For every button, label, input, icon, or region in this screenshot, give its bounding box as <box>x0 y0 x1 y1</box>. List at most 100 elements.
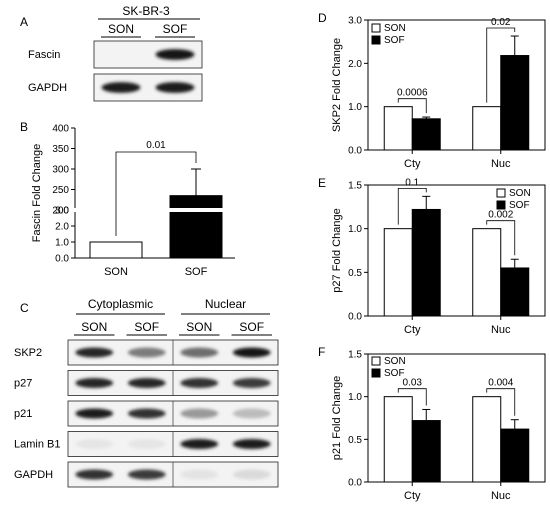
y-tick-label: 1.5 <box>348 350 362 361</box>
blot-p21-band <box>232 408 271 419</box>
legend-swatch <box>371 356 381 366</box>
y-tick-label: 2.0 <box>348 59 362 70</box>
legend-label: SOF <box>384 35 405 46</box>
blot-lamin-b1-band <box>232 439 271 449</box>
p-value-label: 0.01 <box>146 140 166 151</box>
blot-gapdh-band <box>101 82 141 93</box>
y-tick-label: 1.0 <box>348 392 362 403</box>
y-axis-label: p27 Fold Change <box>331 208 343 292</box>
y-tick-label: 250 <box>52 185 69 196</box>
panel-label: A <box>20 15 28 29</box>
legend-swatch <box>496 188 506 198</box>
y-axis-label: Fascin Fold Change <box>31 144 43 242</box>
p-value-label: 0.02 <box>491 17 511 28</box>
lane-label: SON <box>81 320 107 334</box>
y-axis-label: p21 Fold Change <box>331 376 343 460</box>
blot-p21-band <box>75 408 114 419</box>
bar-son-cty <box>383 106 413 151</box>
x-tick-label: SON <box>104 266 128 278</box>
legend-label: SON <box>384 356 406 367</box>
y-tick-label: 1.0 <box>55 238 69 249</box>
blot-lamin-b1-band <box>75 439 114 449</box>
y-tick-label: 350 <box>52 144 69 155</box>
plot-frame <box>367 184 546 317</box>
blot-p27-band <box>127 378 166 388</box>
blot-fascin-band <box>155 49 195 60</box>
blot-lamin-b1-band <box>180 439 219 449</box>
p-value-label: 0.002 <box>488 210 513 221</box>
legend-swatch <box>371 23 381 33</box>
blot-p21-band <box>127 408 166 419</box>
lane-label: SON <box>108 22 134 36</box>
legend-label: SON <box>384 23 406 34</box>
y-tick-label: 1.5 <box>348 181 362 192</box>
row-label-gapdh: GAPDH <box>28 82 67 94</box>
row-label-p21: p21 <box>14 408 32 420</box>
y-tick-label: 0.0 <box>348 312 362 323</box>
x-tick-label: Cty <box>404 490 421 502</box>
lane-label: SOF <box>239 320 264 334</box>
plot-frame <box>367 353 546 483</box>
panel-a-western-blot: A SK-BR-3 SON SOF Fascin GAPDH <box>20 4 203 102</box>
bar-sof-nuc <box>500 267 530 317</box>
bar-break-gap <box>169 208 223 212</box>
axis-break-gap <box>69 208 79 212</box>
group-label: Cytoplasmic <box>88 297 153 311</box>
blot-p27-band <box>180 378 219 388</box>
blot-gapdh-band <box>155 82 195 93</box>
y-tick-label: 3.0 <box>55 206 69 217</box>
y-tick-label: 0.0 <box>348 146 362 157</box>
y-tick-label: 0.0 <box>348 478 362 489</box>
lane-label: SOF <box>163 22 188 36</box>
blot-gapdh-band <box>127 469 166 480</box>
cell-line-label: SK-BR-3 <box>122 4 170 18</box>
x-tick-label: SOF <box>185 266 208 278</box>
row-label-skp2: SKP2 <box>14 347 42 359</box>
significance-bracket <box>486 27 516 103</box>
significance-bracket <box>397 98 427 114</box>
significance-bracket <box>486 388 516 416</box>
row-label-fascin: Fascin <box>28 49 60 61</box>
blot-p21-band <box>180 408 219 419</box>
x-tick-label: Nuc <box>491 490 511 502</box>
p-value-label: 0.03 <box>403 378 423 389</box>
panel-d-skp2-chart: D 0.0 1.0 2.0 3.0 SKP2 Fold Change Cty 0.0006 Nu… <box>318 11 546 170</box>
significance-bracket <box>397 388 427 406</box>
bar-sof-cty <box>411 208 441 317</box>
y-tick-label: 1.0 <box>348 102 362 113</box>
panel-label: E <box>318 176 326 190</box>
blot-skp2-band <box>75 347 114 358</box>
row-label-p27: p27 <box>14 378 32 390</box>
significance-bracket <box>115 151 197 236</box>
blot-skp2-band <box>232 347 271 358</box>
bar-sof-cty <box>411 118 441 151</box>
bar-son-cty <box>383 228 413 317</box>
plot-frame <box>367 19 546 151</box>
significance-bracket <box>397 187 427 225</box>
blot-p27-band <box>75 378 114 388</box>
x-tick-label: Nuc <box>491 324 511 336</box>
legend-swatch <box>371 35 381 45</box>
blot-p27-band <box>232 378 271 388</box>
blot-gapdh-band <box>180 469 219 480</box>
bar-son-nuc <box>472 106 502 151</box>
row-label-lamin-b1: Lamin B1 <box>14 439 60 451</box>
blot-gapdh-band <box>232 469 271 480</box>
blot-skp2-band <box>180 347 219 358</box>
y-tick-label: 400 <box>52 124 69 135</box>
bar-sof <box>169 195 223 259</box>
group-label: Nuclear <box>205 297 246 311</box>
blot-skp2-band <box>127 347 166 358</box>
panel-label: F <box>318 345 325 359</box>
panel-label: D <box>318 11 327 25</box>
y-tick-label: 3.0 <box>348 16 362 27</box>
y-tick-label: 2.0 <box>55 222 69 233</box>
row-label-gapdh: GAPDH <box>14 469 53 481</box>
panel-f-p21-chart: F 0.0 0.5 1.0 1.5 p21 Fold Change Cty 0.03 Nuc 0.… <box>318 345 546 502</box>
y-tick-label: 200 <box>52 206 69 217</box>
y-tick-label: 0.5 <box>348 268 362 279</box>
bar-son <box>89 241 143 259</box>
y-tick-label: 1.0 <box>348 224 362 235</box>
lane-label: SOF <box>134 320 159 334</box>
